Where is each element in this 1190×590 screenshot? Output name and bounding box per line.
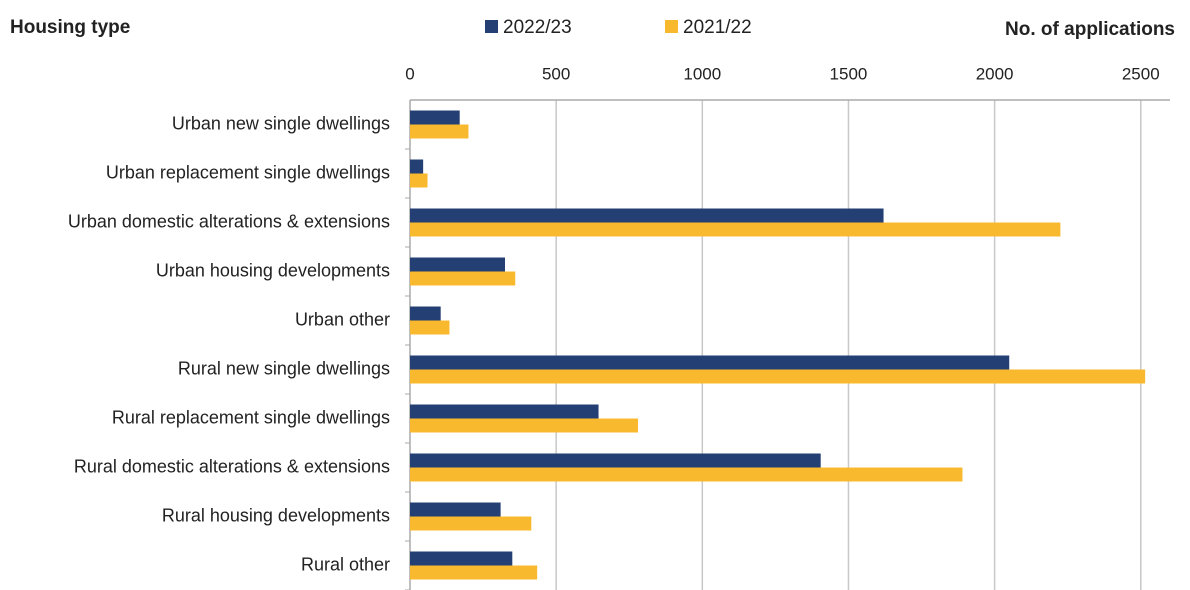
bar (410, 516, 532, 531)
bar (410, 467, 963, 482)
x-tick-label: 1500 (830, 64, 868, 83)
bar (410, 124, 469, 139)
bar (410, 502, 501, 517)
y-tick-label: Rural housing developments (162, 505, 390, 525)
bar (410, 257, 505, 272)
bar (410, 222, 1061, 237)
legend-swatch (665, 20, 678, 33)
y-tick-label: Rural replacement single dwellings (112, 407, 390, 427)
bar (410, 355, 1010, 370)
bar (410, 453, 821, 468)
legend-label: 2021/22 (683, 17, 752, 38)
y-tick-label: Rural other (301, 554, 390, 574)
x-tick-label: 0 (405, 64, 414, 83)
y-tick-label: Urban housing developments (156, 260, 390, 280)
bar (410, 173, 428, 188)
legend-swatch (485, 20, 498, 33)
bar (410, 404, 599, 419)
axis-label: No. of applications (1005, 19, 1175, 40)
bar (410, 271, 516, 286)
bar (410, 159, 424, 174)
y-tick-label: Urban new single dwellings (172, 113, 390, 133)
legend-label: 2022/23 (503, 17, 572, 38)
y-tick-label: Urban other (295, 309, 390, 329)
bar (410, 208, 884, 223)
bar (410, 320, 450, 335)
bar (410, 306, 441, 321)
y-tick-label: Rural domestic alterations & extensions (74, 456, 390, 476)
bar (410, 551, 513, 566)
y-tick-label: Urban domestic alterations & extensions (68, 211, 390, 231)
y-tick-label: Rural new single dwellings (178, 358, 390, 378)
x-tick-label: 500 (542, 64, 570, 83)
bar (410, 110, 460, 125)
bar (410, 369, 1146, 384)
x-tick-label: 2000 (976, 64, 1014, 83)
y-tick-label: Urban replacement single dwellings (106, 162, 390, 182)
x-tick-label: 2500 (1122, 64, 1160, 83)
x-tick-label: 1000 (683, 64, 721, 83)
bar (410, 418, 638, 433)
chart-title: Housing type (10, 17, 130, 38)
bar (410, 565, 538, 580)
